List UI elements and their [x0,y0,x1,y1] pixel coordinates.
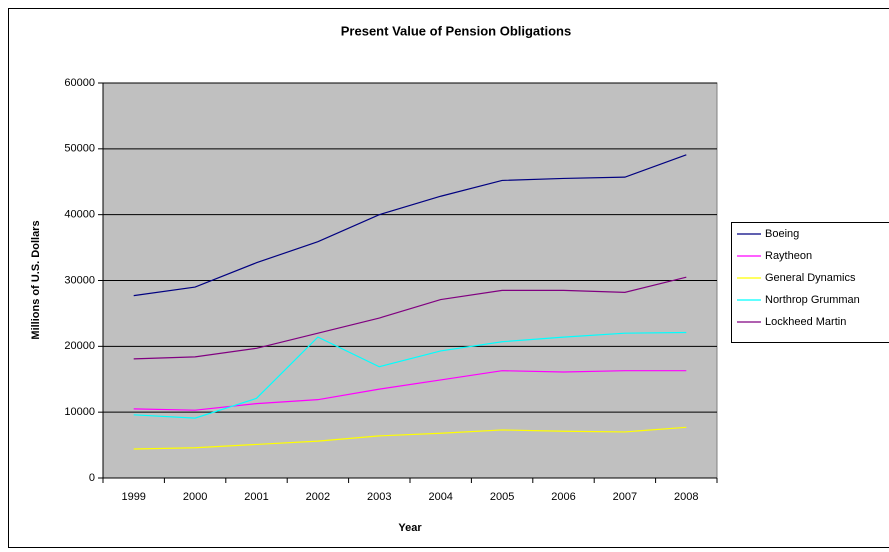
chart-title: Present Value of Pension Obligations [341,23,571,38]
y-tick-label: 10000 [64,406,95,418]
x-tick-label: 2004 [428,491,452,503]
legend-label: Boeing [765,228,799,240]
x-tick-label: 2005 [490,491,514,503]
y-tick-label: 20000 [64,340,95,352]
y-tick-label: 0 [89,472,95,484]
legend-label: Lockheed Martin [765,316,846,328]
series-line [133,370,687,411]
series-line [133,331,687,419]
x-tick-label: 2008 [674,491,698,503]
x-tick-label: 2006 [551,491,575,503]
y-tick-label: 60000 [64,77,95,89]
x-tick-label: 2003 [367,491,391,503]
series-line [133,426,687,450]
x-tick-label: 2002 [306,491,330,503]
series-line [133,154,687,297]
y-tick-label: 40000 [64,209,95,221]
y-axis-label: Millions of U.S. Dollars [30,220,42,339]
x-axis-label: Year [398,522,422,534]
x-tick-label: 2007 [613,491,637,503]
x-tick-label: 1999 [121,491,145,503]
y-tick-label: 50000 [64,143,95,155]
x-tick-label: 2000 [183,491,207,503]
legend-label: Northrop Grumman [765,294,860,306]
legend-label: General Dynamics [765,272,856,284]
y-tick-label: 30000 [64,274,95,286]
x-tick-label: 2001 [244,491,268,503]
legend-label: Raytheon [765,250,812,262]
series-line [133,276,687,360]
